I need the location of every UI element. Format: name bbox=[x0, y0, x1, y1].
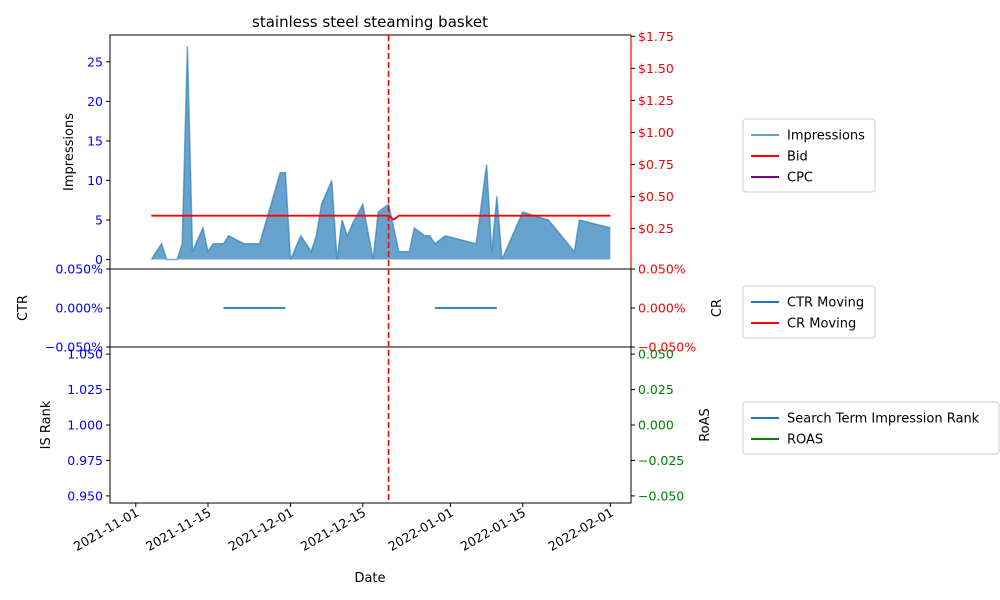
x-tick-label: 2021-12-15 bbox=[298, 505, 368, 554]
right-tick-label: 0.000 bbox=[638, 418, 674, 433]
chart-title: stainless steel steaming basket bbox=[252, 13, 488, 31]
legend-entry: Bid bbox=[787, 150, 808, 165]
right-axis-label: CR bbox=[710, 299, 725, 317]
panel-frame bbox=[109, 268, 632, 348]
legend-impressions: Impressions Bid CPC bbox=[742, 118, 876, 193]
legend-box bbox=[742, 401, 1000, 455]
legend-entry: Impressions bbox=[787, 129, 865, 144]
legend-box bbox=[742, 118, 876, 193]
legend-ctr: CTR Moving CR Moving bbox=[742, 285, 876, 339]
x-tick-label: 2021-11-01 bbox=[71, 505, 141, 554]
left-tick-label: 15 bbox=[87, 133, 103, 148]
right-tick-label: $1.00 bbox=[638, 125, 674, 140]
right-tick-label: −0.050% bbox=[638, 340, 696, 355]
left-tick-label: 1.050 bbox=[67, 347, 103, 362]
panel-ctr: −0.050% 0.000% 0.050% −0.050% 0.000% 0.050% CT… bbox=[16, 262, 725, 355]
legend-entry: Search Term Impression Rank bbox=[787, 412, 980, 427]
x-axis-ticks: 2021-11-01 2021-11-15 2021-12-01 2021-12-15… bbox=[71, 503, 616, 554]
left-tick-label: 25 bbox=[87, 54, 103, 69]
left-tick-label: 5 bbox=[95, 212, 103, 227]
x-axis-label: Date bbox=[354, 571, 385, 586]
left-tick-label: 0.000% bbox=[55, 301, 103, 316]
impressions-area bbox=[151, 46, 611, 260]
right-tick-label: −0.050 bbox=[638, 488, 684, 503]
right-tick-label: $0.75 bbox=[638, 157, 674, 172]
right-tick-label: $1.25 bbox=[638, 93, 674, 108]
right-tick-label: 0.050 bbox=[638, 347, 674, 362]
left-tick-label: 1.000 bbox=[67, 418, 103, 433]
left-tick-label: 0.975 bbox=[67, 453, 103, 468]
left-tick-label: 0.950 bbox=[67, 488, 103, 503]
right-tick-label: −0.025 bbox=[638, 453, 684, 468]
x-tick-label: 2022-01-01 bbox=[386, 505, 456, 554]
x-tick-label: 2022-02-01 bbox=[545, 505, 615, 554]
x-tick-label: 2022-01-15 bbox=[458, 505, 528, 554]
legend-entry: ROAS bbox=[787, 433, 823, 448]
left-tick-label: 0.050% bbox=[55, 262, 103, 277]
left-tick-label: 0 bbox=[95, 252, 103, 267]
left-axis-label: Impressions bbox=[62, 113, 77, 191]
left-axis-label: CTR bbox=[16, 295, 31, 321]
x-tick-label: 2021-12-01 bbox=[226, 505, 296, 554]
legend-entry: CPC bbox=[787, 171, 813, 186]
right-tick-label: $0.50 bbox=[638, 189, 674, 204]
left-tick-label: 10 bbox=[87, 173, 103, 188]
panel-impressions: 0 5 10 15 20 25 $0.25 $0.50 $0.75 $1.00 $1.25 $1.50… bbox=[62, 29, 674, 270]
right-tick-label: 0.000% bbox=[638, 301, 686, 316]
right-tick-label: $1.50 bbox=[638, 61, 674, 76]
right-tick-label: $0.25 bbox=[638, 221, 674, 236]
right-tick-label: 0.025 bbox=[638, 382, 674, 397]
legend-entry: CR Moving bbox=[787, 317, 856, 332]
panel-is-rank: 0.950 0.975 1.000 1.025 1.050 −0.050 −0.025 0.0… bbox=[39, 346, 713, 504]
x-tick-label: 2021-11-15 bbox=[143, 505, 213, 554]
right-tick-label: 0.050% bbox=[638, 262, 686, 277]
left-tick-label: −0.050% bbox=[45, 340, 103, 355]
bid-line-0 bbox=[151, 214, 611, 221]
panel-frame bbox=[109, 346, 632, 504]
right-tick-label: $1.75 bbox=[638, 29, 674, 44]
left-tick-label: 20 bbox=[87, 94, 103, 109]
left-tick-label: 1.025 bbox=[67, 382, 103, 397]
left-axis-label: IS Rank bbox=[39, 400, 54, 449]
legend-box bbox=[742, 285, 876, 339]
impressions-line bbox=[150, 46, 611, 261]
legend-is-rank: Search Term Impression Rank ROAS bbox=[742, 401, 1000, 455]
right-axis-label: RoAS bbox=[698, 408, 713, 442]
legend-entry: CTR Moving bbox=[787, 296, 864, 311]
